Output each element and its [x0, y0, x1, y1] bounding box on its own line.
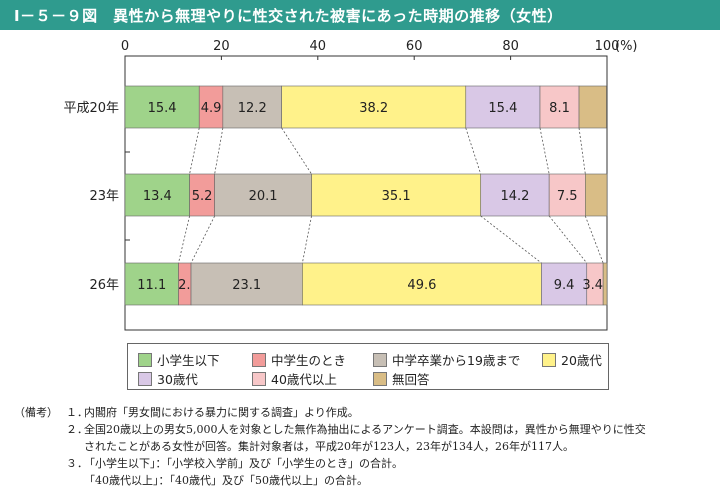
legend-swatch: [373, 371, 387, 386]
bar-segment: [189, 173, 215, 217]
note-line: （備考） １． 内閣府「男女間における暴力に関する調査」より作成。: [14, 404, 714, 421]
connector-line: [465, 127, 482, 175]
notes: （備考） １． 内閣府「男女間における暴力に関する調査」より作成。 ２． 全国20歳以上…: [14, 404, 714, 489]
legend-label: 中学卒業から19歳まで: [392, 353, 521, 368]
x-tick-label: 80: [502, 39, 519, 54]
legend-label: 40歳代以上: [271, 372, 337, 387]
note-line: 「40歳代以上」：「40歳代」及び「50歳代以上」の合計。: [14, 472, 714, 489]
data-label: 11.1: [137, 278, 166, 293]
bar-segment: [541, 262, 588, 306]
bar-segment: [480, 173, 550, 217]
x-unit-label: (%): [615, 39, 638, 54]
note-number: ３．: [66, 457, 88, 470]
connector-line: [480, 215, 542, 264]
connector-line: [178, 215, 190, 264]
legend: 小学生以下 中学生のとき 中学卒業から19歳まで 20歳代 30歳代 40歳代以上 無回答: [127, 343, 609, 390]
legend-label: 小学生以下: [157, 353, 220, 368]
x-tick-label: 40: [310, 39, 327, 54]
legend-item: 小学生以下: [138, 350, 220, 369]
legend-label: 無回答: [392, 372, 430, 387]
data-label: 8.1: [549, 101, 570, 116]
note-line: ２． 全国20歳以上の男女5,000人を対象とした無作為抽出によるアンケート調査。…: [14, 421, 714, 438]
data-label: 7.5: [557, 189, 578, 204]
note-text: されたことがある女性が回答。集計対象者は，平成20年が123人，23年が134人…: [84, 440, 574, 453]
category-label: 平成20年: [63, 101, 119, 116]
bar-segment: [539, 85, 580, 129]
bar-segment: [124, 173, 190, 217]
notes-lead: （備考）: [14, 406, 58, 419]
legend-item: 無回答: [373, 369, 430, 388]
legend-label: 30歳代: [157, 372, 198, 387]
legend-swatch: [138, 371, 152, 386]
note-number: １．: [66, 406, 88, 419]
data-label: 38.2: [359, 101, 388, 116]
stacked-bar-chart: 0 20 40 60 80 100(%) 平成20年 15.4 4.9 12.2 38.2 15.4 8…: [63, 39, 638, 331]
data-label: 15.4: [488, 101, 517, 116]
bar-segment: [222, 85, 282, 129]
data-label: 12.2: [238, 101, 267, 116]
data-label: 5.2: [192, 189, 213, 204]
data-label: 14.2: [500, 189, 529, 204]
x-tick-label: 0: [121, 39, 129, 54]
bar-segment: [190, 262, 303, 306]
legend-swatch: [542, 352, 556, 367]
bar-segment: [302, 262, 542, 306]
legend-item: 中学生のとき: [252, 350, 346, 369]
note-number: ２．: [66, 423, 88, 436]
category-label: 26年: [89, 278, 119, 293]
data-label: 4.9: [201, 101, 222, 116]
x-tick-label: 60: [406, 39, 423, 54]
bar-segment: [602, 262, 608, 306]
legend-swatch: [373, 352, 387, 367]
note-line: ３． 「小学生以下」：「小学校入学前」及び「小学生のとき」の合計。: [14, 455, 714, 472]
bar-segment: [578, 85, 607, 129]
data-label: 49.6: [407, 278, 436, 293]
data-label: 35.1: [382, 189, 411, 204]
note-text: 「40歳代以上」：「40歳代」及び「50歳代以上」の合計。: [84, 474, 368, 487]
bar-segment: [214, 173, 312, 217]
data-label: 20.1: [249, 189, 278, 204]
x-tick-label: 100: [595, 39, 620, 54]
bar-segment: [281, 85, 467, 129]
legend-swatch: [252, 352, 266, 367]
legend-swatch: [138, 352, 152, 367]
data-label: 13.4: [143, 189, 172, 204]
figure-title: Ⅰ－５－９図 異性から無理やりに性交された被害にあった時期の推移（女性）: [14, 7, 563, 25]
legend-label: 20歳代: [561, 353, 602, 368]
note-line: されたことがある女性が回答。集計対象者は，平成20年が123人，23年が134人…: [14, 438, 714, 455]
bar-segment: [311, 173, 482, 217]
legend-item: 40歳代以上: [252, 369, 337, 388]
note-text: 全国20歳以上の男女5,000人を対象とした無作為抽出によるアンケート調査。本設…: [84, 423, 646, 436]
connector-line: [281, 127, 312, 175]
legend-swatch: [252, 371, 266, 386]
data-label: 9.4: [554, 278, 575, 293]
legend-item: 中学卒業から19歳まで: [373, 350, 520, 369]
legend-item: 20歳代: [542, 350, 602, 369]
bar-segment: [585, 173, 608, 217]
connector-line: [190, 215, 216, 264]
x-tick-label: 20: [213, 39, 230, 54]
title-bar: Ⅰ－５－９図 異性から無理やりに性交された被害にあった時期の推移（女性）: [0, 0, 720, 30]
data-label: 3.4: [582, 278, 603, 293]
legend-label: 中学生のとき: [271, 353, 347, 368]
note-text: 「小学生以下」：「小学校入学前」及び「小学生のとき」の合計。: [84, 457, 403, 470]
legend-item: 30歳代: [138, 369, 198, 388]
note-text: 内閣府「男女間における暴力に関する調査」より作成。: [84, 406, 359, 419]
data-label: 23.1: [232, 278, 261, 293]
connector-line: [584, 215, 604, 264]
category-label: 23年: [89, 189, 119, 204]
data-label: 15.4: [148, 101, 177, 116]
